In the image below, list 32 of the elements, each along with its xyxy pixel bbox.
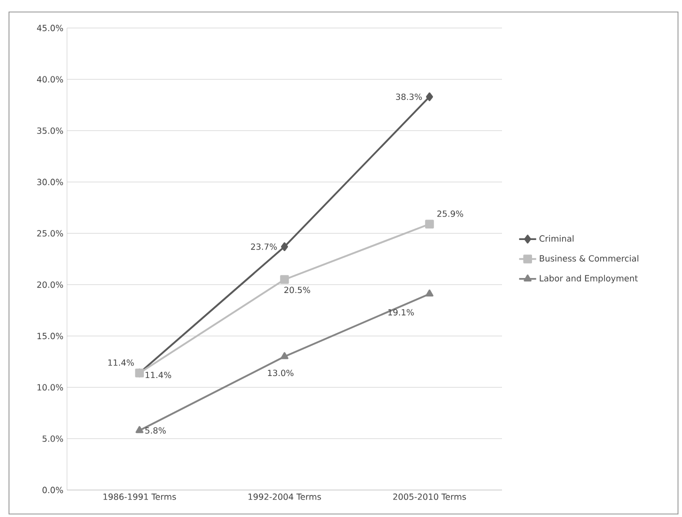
- point: [280, 352, 288, 360]
- y-tick-label: 10.0%: [38, 384, 64, 391]
- legend-label: Labor and Employment: [540, 274, 638, 284]
- y-tick-label: 5.0%: [42, 435, 64, 442]
- point: [426, 92, 434, 102]
- y-tick-label: 35.0%: [37, 127, 64, 134]
- x-tick-label: 1986-1991 Terms: [104, 494, 176, 500]
- y-tick-label: 40.0%: [36, 76, 64, 83]
- y-tick-label: 45.0%: [36, 24, 64, 32]
- y-tick-label: 25.0%: [37, 230, 64, 237]
- data-label: 25.9%: [437, 210, 464, 217]
- y-tick-label: 0.0%: [42, 486, 64, 494]
- data-label: 20.5%: [284, 286, 310, 294]
- data-label: 38.3%: [396, 94, 422, 100]
- y-tick-label: 30.0%: [37, 178, 64, 186]
- y-tick-label: 15.0%: [38, 332, 64, 340]
- x-tick-label: 1992-2004 Terms: [248, 494, 321, 500]
- data-label: 23.7%: [251, 243, 277, 250]
- legend-label: Criminal: [540, 235, 574, 242]
- y-tick-label: 20.0%: [37, 281, 64, 288]
- point: [280, 242, 288, 252]
- point: [280, 275, 289, 284]
- data-label: 11.4%: [108, 359, 134, 366]
- data-label: 13.0%: [268, 370, 294, 376]
- point: [426, 290, 434, 297]
- x-tick-label: 2005-2010 Terms: [393, 494, 466, 500]
- data-label: 5.8%: [145, 427, 166, 434]
- data-label: 11.4%: [146, 372, 172, 378]
- legend-label: Business & Commercial: [540, 255, 638, 262]
- point: [136, 426, 144, 434]
- point: [425, 220, 434, 228]
- data-label: 19.1%: [388, 309, 414, 316]
